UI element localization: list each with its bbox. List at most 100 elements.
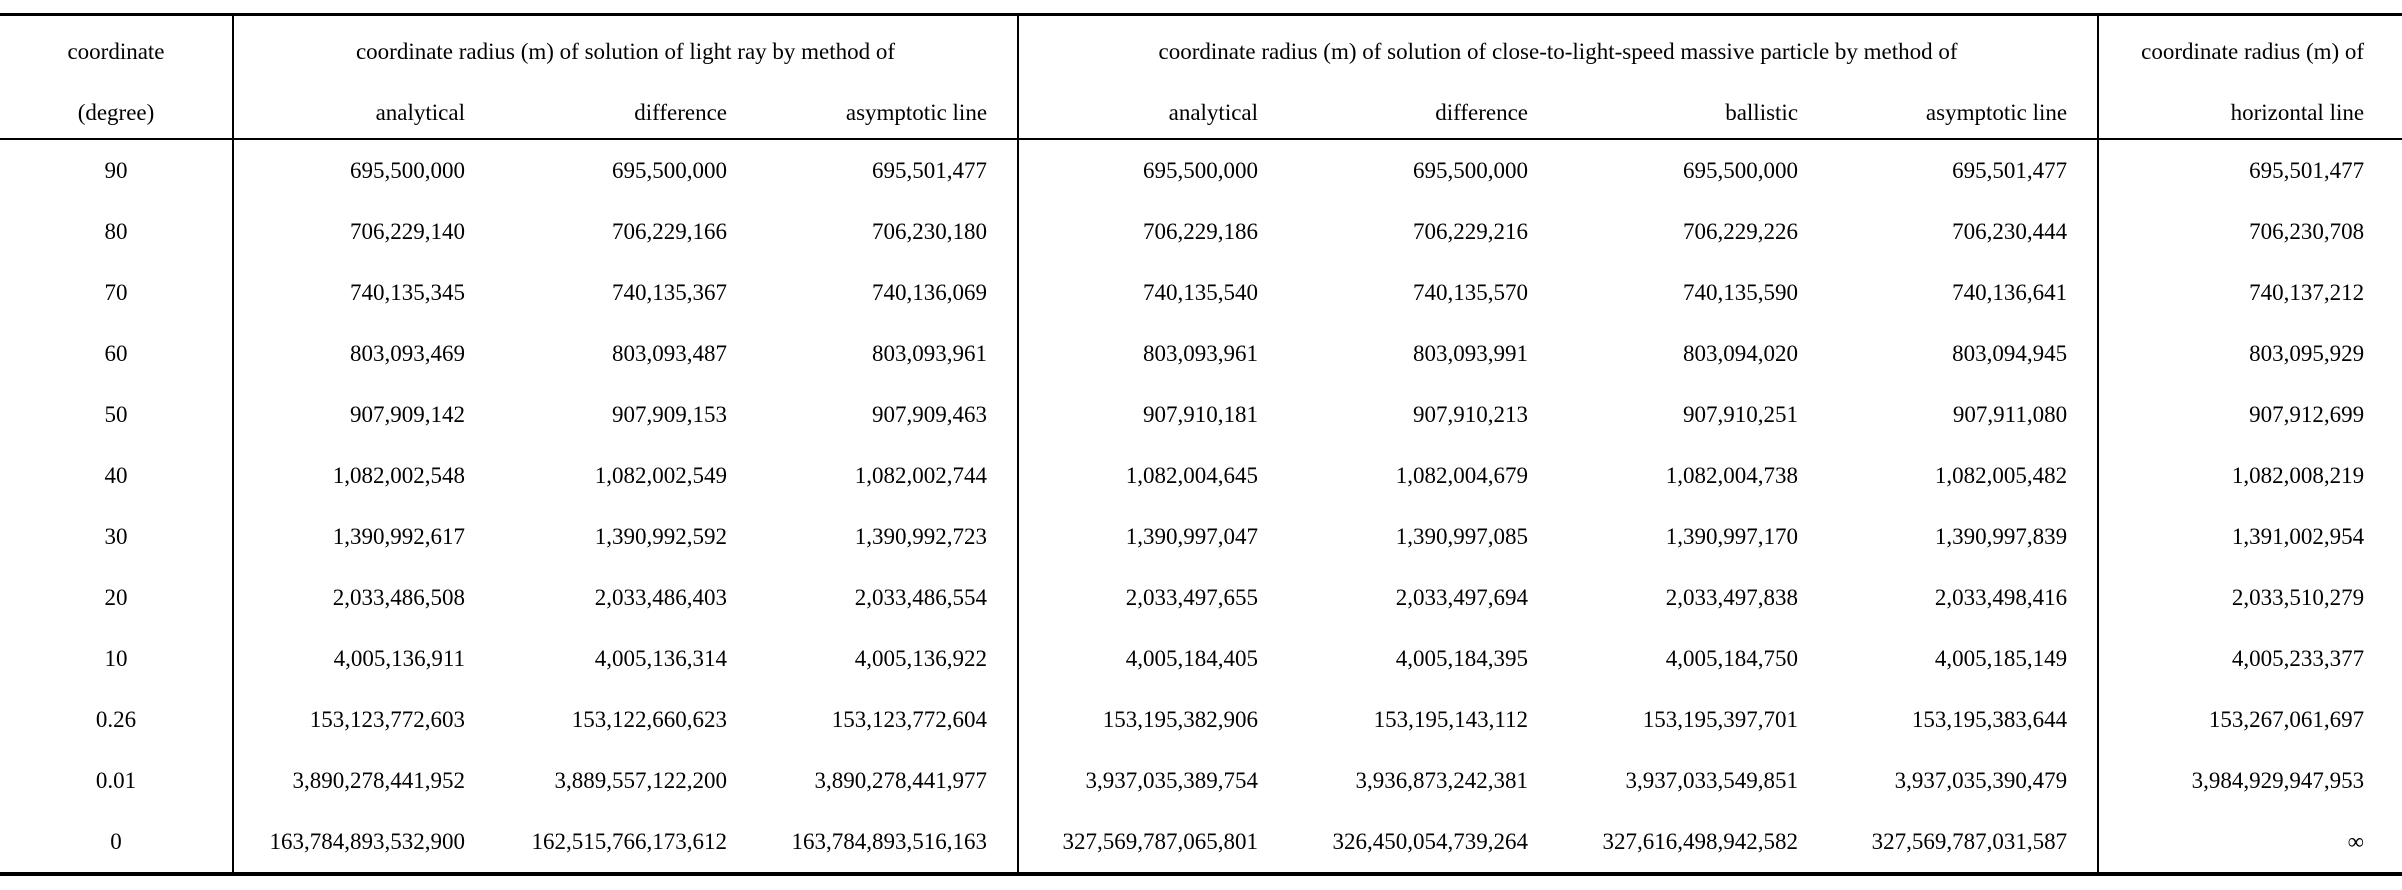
horizontal-line-cell: 1,082,008,219 <box>2097 445 2402 506</box>
degree-cell: 0.01 <box>95 767 137 793</box>
degree-cell: 30 <box>104 523 128 549</box>
massive-difference-cell: 1,390,997,085 <box>1395 523 1529 549</box>
massive-analytical-cell: 4,005,184,405 <box>1017 628 1289 689</box>
massive-difference-cell: 740,135,570 <box>1413 279 1529 305</box>
massive-analytical-cell: 706,229,186 <box>1017 201 1289 262</box>
massive-asymptotic-line-cell: 327,569,787,031,587 <box>1871 828 2068 854</box>
massive-asymptotic-line-cell: 4,005,185,149 <box>1934 645 2068 671</box>
degree-cell: 20 <box>104 584 128 610</box>
light-difference-cell: 907,909,153 <box>612 401 727 427</box>
light-asymptotic-line-cell: 2,033,486,554 <box>854 584 988 610</box>
table-row: 70 740,135,345 740,135,367 740,136,069 7… <box>0 262 2402 323</box>
table-row: 0.01 3,890,278,441,952 3,889,557,122,200… <box>0 750 2402 811</box>
massive-ballistic-cell: 1,390,997,170 <box>1665 523 1799 549</box>
massive-asymptotic-line-cell: 740,136,641 <box>1952 279 2068 305</box>
degree-cell: 0.26 <box>95 706 137 732</box>
massive-ballistic-cell: 4,005,184,750 <box>1665 645 1799 671</box>
light-asymptotic-line-cell: 803,093,961 <box>872 340 988 366</box>
table-row: 10 4,005,136,911 4,005,136,314 4,005,136… <box>0 628 2402 689</box>
horizontal-line-cell: 1,391,002,954 <box>2097 506 2402 567</box>
light-difference-cell: 3,889,557,122,200 <box>554 767 728 793</box>
light-difference-cell: 2,033,486,403 <box>594 584 727 610</box>
massive-difference-cell: 153,195,143,112 <box>1373 706 1529 732</box>
light-asymptotic-line-cell: 153,123,772,604 <box>831 706 988 732</box>
massive-analytical-cell: 2,033,497,655 <box>1017 567 1289 628</box>
massive-ballistic-cell: 706,229,226 <box>1683 218 1799 244</box>
header-massive-asymptotic-line: asymptotic line <box>1828 88 2099 140</box>
horizontal-line-cell: 153,267,061,697 <box>2097 689 2402 750</box>
light-asymptotic-line-cell: 695,501,477 <box>872 157 988 183</box>
paper-table-page: coordinate coordinate radius (m) of solu… <box>0 13 2402 876</box>
table-row: 90 695,500,000 695,500,000 695,501,477 6… <box>0 139 2402 201</box>
light-difference-cell: 162,515,766,173,612 <box>531 828 728 854</box>
massive-asymptotic-line-cell: 153,195,383,644 <box>1911 706 2068 732</box>
massive-ballistic-cell: 803,094,020 <box>1683 340 1799 366</box>
light-analytical-cell: 1,390,992,617 <box>232 506 495 567</box>
massive-analytical-cell: 695,500,000 <box>1017 139 1289 201</box>
massive-difference-cell: 706,229,216 <box>1413 218 1529 244</box>
light-asymptotic-line-cell: 163,784,893,516,163 <box>791 828 988 854</box>
header-group-massive-particle: coordinate radius (m) of solution of clo… <box>1017 14 2099 88</box>
massive-ballistic-cell: 1,082,004,738 <box>1665 462 1799 488</box>
massive-ballistic-cell: 153,195,397,701 <box>1642 706 1799 732</box>
table-row: 60 803,093,469 803,093,487 803,093,961 8… <box>0 323 2402 384</box>
massive-asymptotic-line-cell: 706,230,444 <box>1952 218 2068 244</box>
massive-difference-cell: 907,910,213 <box>1413 401 1529 427</box>
horizontal-line-cell: 4,005,233,377 <box>2097 628 2402 689</box>
table-row: 20 2,033,486,508 2,033,486,403 2,033,486… <box>0 567 2402 628</box>
light-difference-cell: 740,135,367 <box>612 279 727 305</box>
header-group-light-ray: coordinate radius (m) of solution of lig… <box>231 14 1019 88</box>
horizontal-line-cell: 2,033,510,279 <box>2097 567 2402 628</box>
light-analytical-cell: 3,890,278,441,952 <box>232 750 495 811</box>
massive-analytical-cell: 740,135,540 <box>1017 262 1289 323</box>
massive-asymptotic-line-cell: 907,911,080 <box>1952 401 2068 427</box>
massive-difference-cell: 326,450,054,739,264 <box>1332 828 1529 854</box>
light-analytical-cell: 4,005,136,911 <box>232 628 495 689</box>
degree-cell: 70 <box>104 279 128 305</box>
light-analytical-cell: 803,093,469 <box>232 323 495 384</box>
massive-asymptotic-line-cell: 3,937,035,390,479 <box>1894 767 2068 793</box>
table-row: 80 706,229,140 706,229,166 706,230,180 7… <box>0 201 2402 262</box>
massive-difference-cell: 695,500,000 <box>1413 157 1529 183</box>
massive-analytical-cell: 153,195,382,906 <box>1017 689 1289 750</box>
light-difference-cell: 153,122,660,623 <box>571 706 727 732</box>
massive-ballistic-cell: 327,616,498,942,582 <box>1602 828 1799 854</box>
header-massive-difference: difference <box>1288 88 1559 140</box>
light-analytical-cell: 907,909,142 <box>232 384 495 445</box>
massive-analytical-cell: 3,937,035,389,754 <box>1017 750 1289 811</box>
header-row-methods: (degree) analytical difference asymptoti… <box>0 88 2402 140</box>
light-difference-cell: 803,093,487 <box>612 340 727 366</box>
light-analytical-cell: 1,082,002,548 <box>232 445 495 506</box>
light-difference-cell: 1,390,992,592 <box>594 523 727 549</box>
light-asymptotic-line-cell: 907,909,463 <box>872 401 988 427</box>
degree-cell: 40 <box>104 462 128 488</box>
light-difference-cell: 1,082,002,549 <box>594 462 727 488</box>
degree-cell: 80 <box>104 218 128 244</box>
light-asymptotic-line-cell: 706,230,180 <box>872 218 988 244</box>
massive-analytical-cell: 327,569,787,065,801 <box>1017 811 1289 874</box>
massive-difference-cell: 3,936,873,242,381 <box>1355 767 1529 793</box>
header-light-asymptotic-line: asymptotic line <box>757 88 1019 140</box>
table-row: 40 1,082,002,548 1,082,002,549 1,082,002… <box>0 445 2402 506</box>
massive-analytical-cell: 803,093,961 <box>1017 323 1289 384</box>
massive-asymptotic-line-cell: 1,082,005,482 <box>1934 462 2068 488</box>
header-degree-label: (degree) <box>0 88 233 140</box>
massive-asymptotic-line-cell: 695,501,477 <box>1952 157 2068 183</box>
massive-difference-cell: 4,005,184,395 <box>1395 645 1529 671</box>
light-asymptotic-line-cell: 740,136,069 <box>872 279 988 305</box>
header-light-analytical: analytical <box>232 88 495 140</box>
massive-difference-cell: 2,033,497,694 <box>1395 584 1529 610</box>
horizontal-line-cell: 740,137,212 <box>2097 262 2402 323</box>
header-row-group: coordinate coordinate radius (m) of solu… <box>0 14 2402 88</box>
massive-ballistic-cell: 2,033,497,838 <box>1665 584 1799 610</box>
horizontal-line-cell: 803,095,929 <box>2097 323 2402 384</box>
degree-cell: 60 <box>104 340 128 366</box>
light-analytical-cell: 740,135,345 <box>232 262 495 323</box>
horizontal-line-cell: 3,984,929,947,953 <box>2097 750 2402 811</box>
massive-analytical-cell: 907,910,181 <box>1017 384 1289 445</box>
table-row: 30 1,390,992,617 1,390,992,592 1,390,992… <box>0 506 2402 567</box>
light-analytical-cell: 695,500,000 <box>232 139 495 201</box>
header-massive-analytical: analytical <box>1017 88 1289 140</box>
table-row: 0 163,784,893,532,900 162,515,766,173,61… <box>0 811 2402 874</box>
light-analytical-cell: 153,123,772,603 <box>232 689 495 750</box>
